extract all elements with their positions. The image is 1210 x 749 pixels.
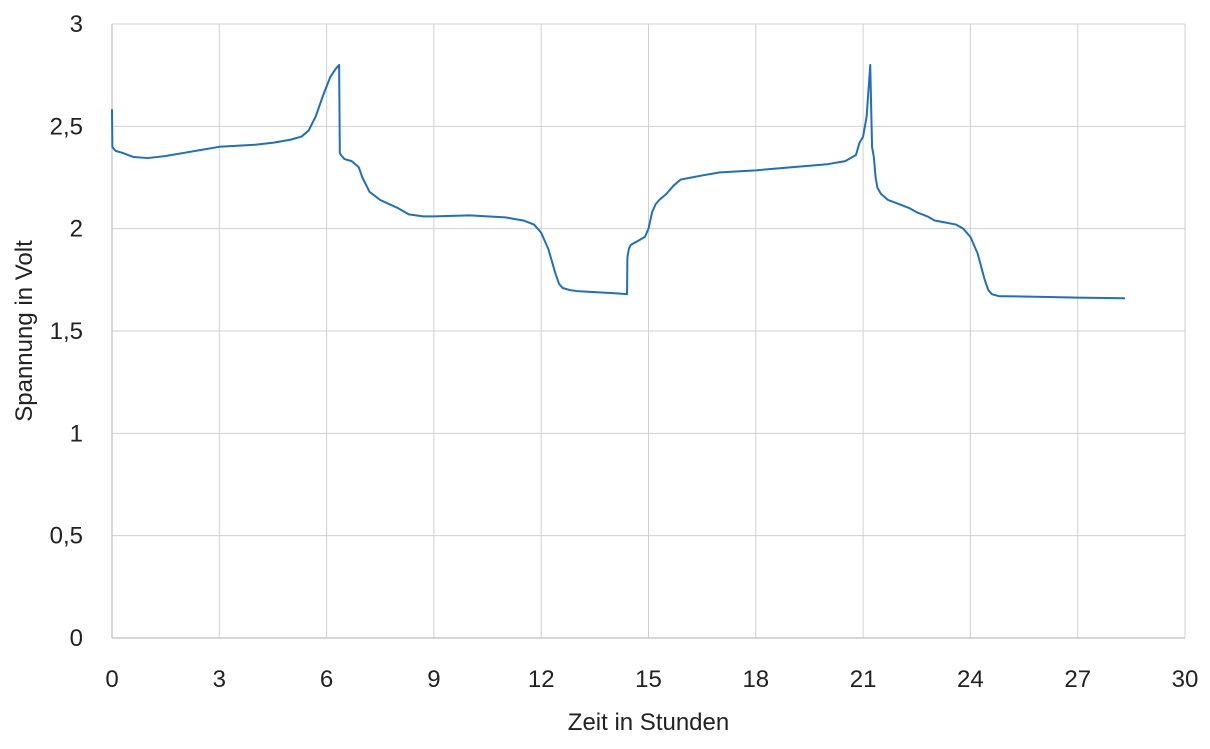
- y-tick-label: 0,5: [50, 523, 83, 550]
- x-tick-label: 15: [635, 666, 662, 693]
- y-tick-label: 2: [70, 216, 83, 243]
- x-axis-title: Zeit in Stunden: [568, 709, 729, 736]
- voltage-series-line: [111, 63, 1126, 300]
- x-tick-label: 12: [528, 666, 555, 693]
- x-tick-label: 6: [320, 666, 333, 693]
- x-tick-label: 0: [105, 666, 118, 693]
- x-tick-label: 3: [213, 666, 226, 693]
- y-tick-label: 2,5: [50, 113, 83, 140]
- x-tick-label: 30: [1172, 666, 1199, 693]
- x-tick-label: 9: [427, 666, 440, 693]
- x-tick-label: 24: [957, 666, 984, 693]
- y-tick-label: 1,5: [50, 318, 83, 345]
- y-axis-title: Spannung in Volt: [11, 240, 38, 422]
- series-layer: [111, 63, 1126, 300]
- grid-lines: [111, 23, 1186, 639]
- y-tick-label: 3: [70, 11, 83, 38]
- x-tick-label: 27: [1064, 666, 1091, 693]
- y-tick-label: 0: [70, 625, 83, 652]
- tick-labels: 0 3 6 9 12 15 18 21 24 27 30 0 0,5 1 1,5 2 2,5 3: [50, 11, 1199, 693]
- y-tick-label: 1: [70, 420, 83, 447]
- x-tick-label: 18: [742, 666, 769, 693]
- x-tick-label: 21: [850, 666, 877, 693]
